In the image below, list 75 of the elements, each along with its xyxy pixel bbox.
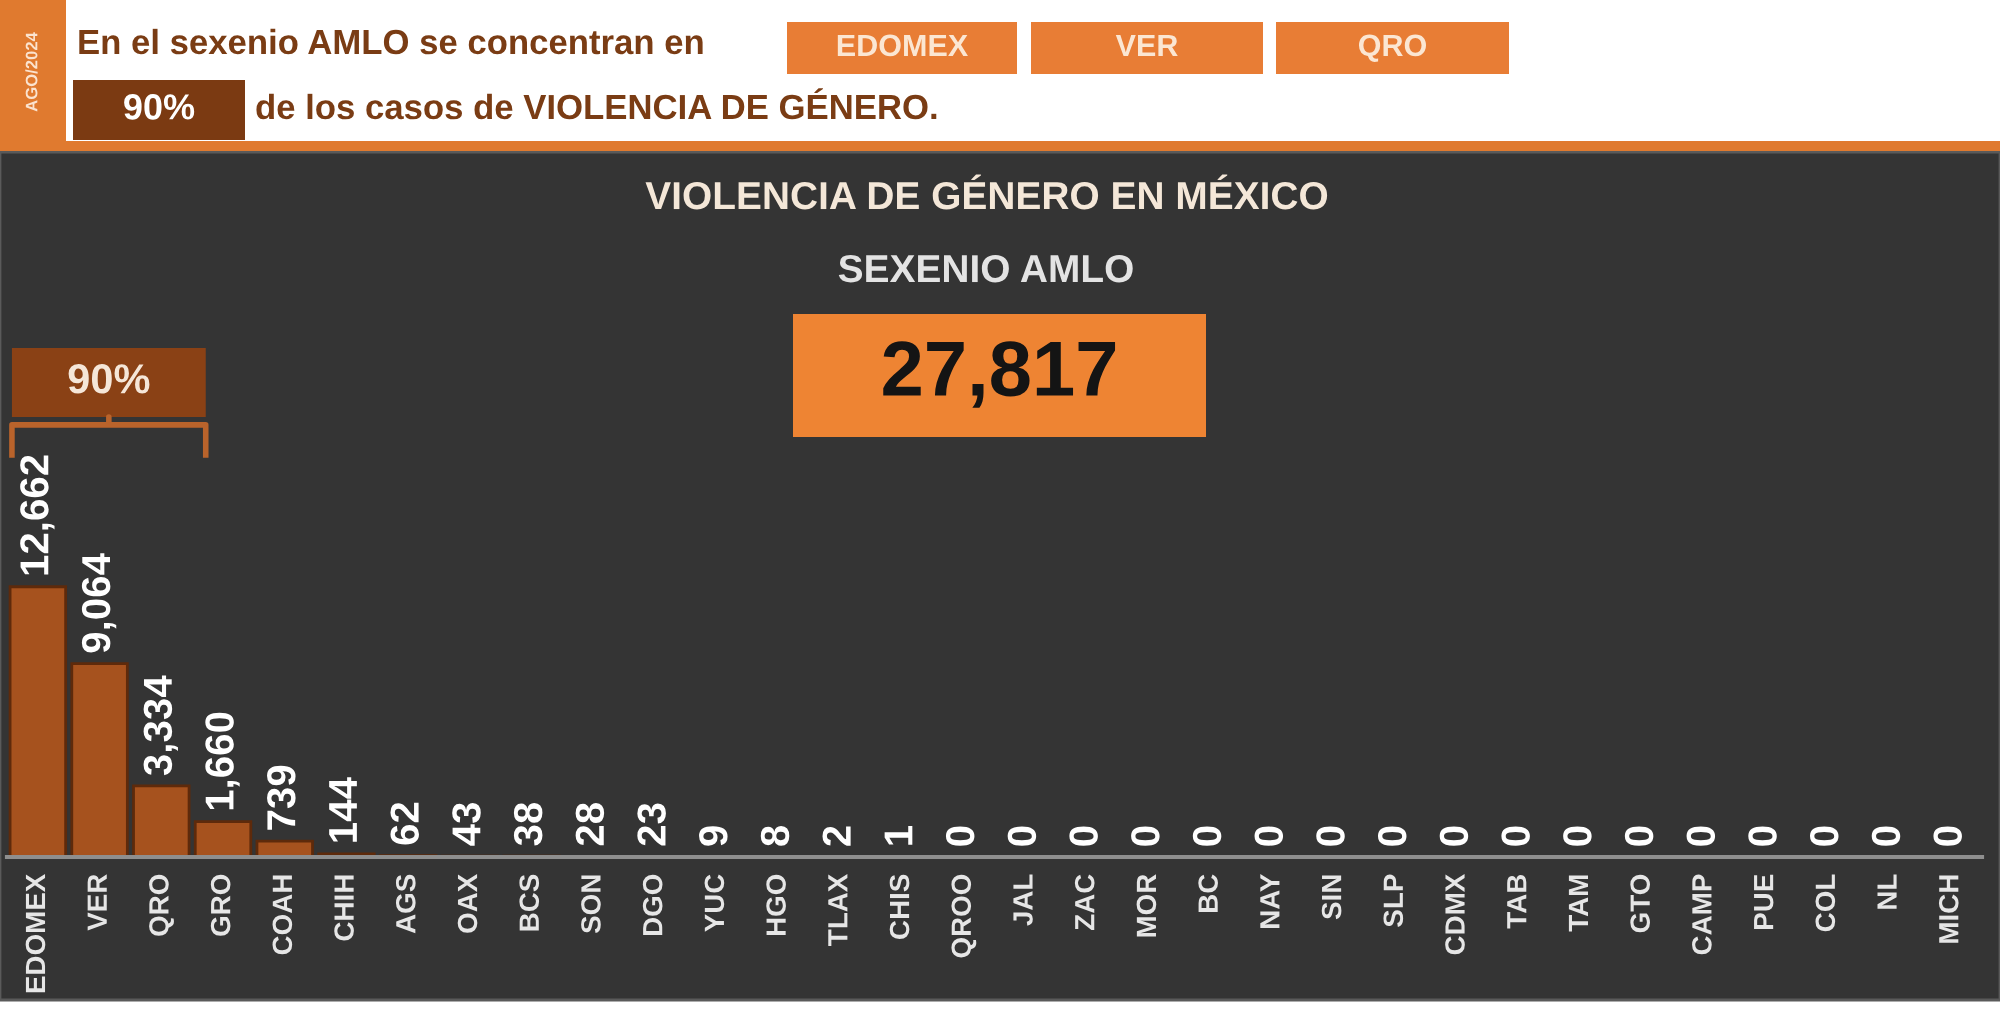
data-label: 0 <box>1686 826 1716 846</box>
x-tick-label: BCS <box>519 874 540 931</box>
x-tick-label: CHIS <box>889 874 910 939</box>
data-label: 0 <box>1069 826 1098 846</box>
text: 90% <box>124 94 195 120</box>
x-tick-label: GRO <box>210 874 231 936</box>
x-tick-label: GTO <box>1630 874 1650 933</box>
data-label: 0 <box>1501 826 1530 846</box>
data-label: 43 <box>452 803 481 846</box>
data-label: 1 <box>884 825 913 845</box>
x-tick-label: COL <box>1815 874 1836 932</box>
data-label: 8 <box>760 825 790 846</box>
data-label: 0 <box>1131 826 1160 846</box>
x-tick-label: ZAC <box>1074 874 1095 930</box>
text: EDOMEX <box>837 34 968 57</box>
x-tick-label: TAB <box>1507 874 1527 929</box>
chart-subtitle: SEXENIO AMLO <box>838 254 1133 283</box>
data-label: 0 <box>1007 826 1037 846</box>
x-tick-label: OAX <box>457 873 478 933</box>
text: QRO <box>1358 34 1427 62</box>
x-tick-label: EDOMEX <box>25 873 46 993</box>
data-label: 144 <box>329 777 357 842</box>
x-tick-label: TLAX <box>828 873 848 946</box>
x-tick-label: CDMX <box>1445 873 1465 955</box>
data-label: 0 <box>1563 826 1592 846</box>
x-tick-label: HGO <box>766 874 786 936</box>
x-tick-label: MICH <box>1938 875 1959 943</box>
text: VER <box>1115 34 1178 56</box>
data-label: 1,660 <box>205 712 240 810</box>
data-label: 0 <box>1809 826 1839 846</box>
data-label: 23 <box>637 803 666 846</box>
x-tick-label: NL <box>1877 874 1897 909</box>
text: de los casos de VIOLENCIA DE GÉNERO. <box>256 88 937 120</box>
data-label: 38 <box>513 802 543 846</box>
data-label: 9 <box>699 826 728 846</box>
data-label: 0 <box>1377 826 1407 846</box>
x-tick-label: CHIH <box>334 875 354 941</box>
x-tick-label: QRO <box>149 874 174 936</box>
x-tick-label: DGO <box>642 874 663 936</box>
chart-title: VIOLENCIA DE GÉNERO EN MÉXICO <box>645 174 1328 210</box>
text: 27,817 <box>883 341 1116 408</box>
text: En el sexenio AMLO se concentran en <box>79 28 703 55</box>
data-label: 3,334 <box>143 675 178 776</box>
x-tick-label: PUE <box>1754 874 1774 929</box>
data-label: 0 <box>1254 826 1284 846</box>
x-tick-label: QROO <box>951 874 977 958</box>
data-label: 12,662 <box>20 455 55 575</box>
x-tick-label: AGS <box>395 874 416 934</box>
data-label: 0 <box>1316 826 1345 846</box>
text: AGO/2024 <box>25 32 38 112</box>
x-tick-label: BC <box>1198 874 1218 912</box>
data-label: 62 <box>390 802 419 845</box>
data-label: 2 <box>822 826 851 846</box>
data-label: 0 <box>1192 826 1222 846</box>
x-tick-label: COAH <box>272 875 293 955</box>
x-tick-label: CAMP <box>1692 874 1712 955</box>
x-tick-label: SON <box>581 875 601 934</box>
data-label: 0 <box>1748 826 1777 846</box>
data-label: 0 <box>945 826 975 846</box>
data-label: 0 <box>1933 826 1962 846</box>
data-label: 0 <box>1624 826 1654 846</box>
x-tick-label: VER <box>87 874 107 931</box>
data-label: 0 <box>1439 826 1469 846</box>
text: 90% <box>68 364 150 394</box>
x-tick-label: JAL <box>1013 874 1033 926</box>
x-tick-label: NAY <box>1260 874 1280 928</box>
x-tick-label: SLP <box>1383 874 1404 927</box>
data-label: 28 <box>575 803 605 846</box>
data-label: 0 <box>1871 826 1901 846</box>
x-tick-label: MOR <box>1136 874 1157 937</box>
x-tick-label: SIN <box>1321 875 1342 920</box>
x-tick-label: TAM <box>1568 875 1589 932</box>
data-label: 9,064 <box>81 553 117 653</box>
x-tick-label: YUC <box>704 874 725 932</box>
data-label: 739 <box>267 765 296 830</box>
